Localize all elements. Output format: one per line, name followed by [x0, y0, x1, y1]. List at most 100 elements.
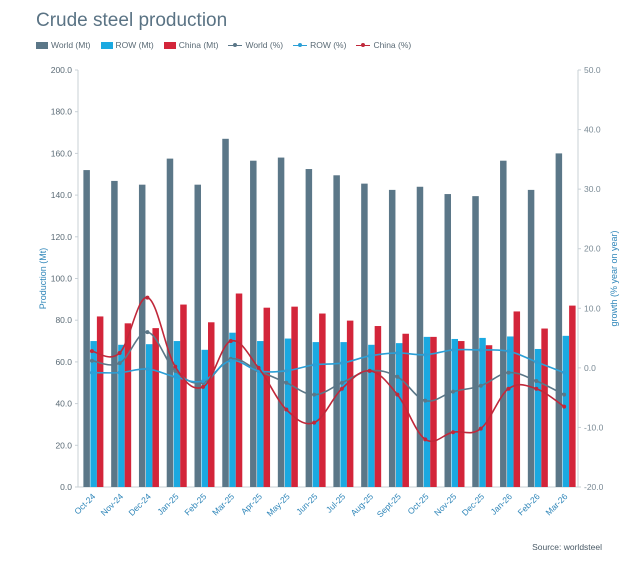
line-china-pct-point	[339, 386, 344, 391]
bar-world	[333, 175, 340, 488]
bar-china	[374, 326, 382, 487]
x-tick-label: Jun-25	[294, 491, 320, 517]
bar-row	[90, 341, 97, 487]
line-row-pct-point	[478, 347, 483, 352]
x-tick-label: Jan-26	[489, 491, 515, 517]
line-world-pct-point	[562, 392, 567, 397]
legend-item-row-mt[interactable]: ROW (Mt)	[100, 40, 154, 50]
bar-china	[235, 293, 243, 487]
line-china-pct-point	[451, 430, 455, 435]
line-row-pct-point	[145, 367, 150, 372]
bar-row	[173, 341, 181, 487]
bar-china	[569, 305, 576, 487]
x-tick-label: Mar-25	[210, 491, 236, 517]
line-china-pct	[91, 296, 565, 443]
line-row-pct-point	[423, 352, 428, 357]
line-row-pct-point	[395, 350, 400, 355]
line-row-pct-point	[228, 358, 233, 363]
x-tick-label: Oct-25	[406, 491, 431, 516]
line-row-pct-point	[451, 347, 455, 352]
line-world-pct-point	[395, 374, 400, 379]
legend-swatch-world-mt	[36, 41, 48, 49]
line-china-pct-point	[367, 368, 372, 373]
bar-row	[395, 343, 403, 487]
bar-world	[472, 196, 479, 487]
bar-world	[250, 160, 257, 487]
source-note: Source: worldsteel	[532, 542, 602, 552]
bar-world	[500, 160, 507, 487]
y-tick-label: 120.0	[51, 232, 73, 242]
line-china-pct-point	[89, 349, 94, 354]
bar-world	[388, 189, 396, 487]
y2-tick-label: 30.0	[584, 184, 601, 194]
line-world-pct-point	[117, 361, 122, 366]
y-tick-label: 20.0	[55, 440, 72, 450]
bar-china	[291, 306, 298, 487]
y2-tick-label: 0.0	[584, 363, 596, 373]
legend-item-world-mt[interactable]: World (Mt)	[36, 40, 91, 50]
x-tick-label: Sept-25	[375, 491, 403, 519]
bar-china	[458, 341, 465, 487]
line-china-pct-point	[395, 392, 400, 397]
line-china-pct-point	[173, 364, 178, 369]
line-world-pct-point	[451, 389, 455, 394]
line-world-pct	[91, 331, 565, 402]
line-row-pct-point	[534, 359, 539, 364]
bar-china	[430, 336, 437, 487]
legend-label-china-pct: China (%)	[373, 40, 412, 50]
x-tick-label: Mar-26	[543, 491, 569, 517]
bar-world	[444, 194, 451, 487]
bar-world	[361, 183, 368, 487]
x-tick-label: Nov-25	[432, 491, 459, 518]
bar-world	[111, 180, 118, 487]
line-china-pct-point	[534, 386, 539, 391]
bar-row	[340, 342, 347, 487]
y-tick-label: 60.0	[55, 357, 72, 367]
legend-label-china-mt: China (Mt)	[178, 40, 219, 50]
line-world-pct-point	[89, 358, 94, 363]
bar-world	[305, 169, 313, 487]
bar-world	[277, 157, 285, 487]
bar-china	[485, 345, 493, 487]
legend-item-world-pct[interactable]: World (%)	[228, 40, 283, 50]
legend-swatch-china-mt	[163, 41, 176, 49]
y-tick-label: 200.0	[51, 65, 73, 75]
line-china-pct-point	[423, 437, 428, 442]
line-china-pct-point	[201, 384, 205, 389]
bar-china	[513, 311, 521, 487]
line-row-pct-point	[367, 353, 372, 358]
legend-item-row-pct[interactable]: ROW (%)	[293, 40, 346, 50]
legend-item-china-mt[interactable]: China (Mt)	[163, 40, 219, 50]
x-tick-label: Feb-26	[516, 491, 542, 517]
line-world-pct-point	[312, 392, 317, 397]
y-tick-label: 80.0	[55, 315, 72, 325]
line-china-pct-point	[562, 404, 567, 409]
line-china-pct-point	[312, 420, 317, 425]
bar-china	[208, 322, 215, 487]
y2-tick-label: 10.0	[584, 303, 601, 313]
legend-item-china-pct[interactable]: China (%)	[356, 40, 411, 50]
x-tick-label: Jan-25	[155, 491, 181, 517]
legend-label-row-pct: ROW (%)	[310, 40, 347, 50]
bar-china	[152, 328, 159, 487]
bar-row	[145, 344, 153, 487]
chart-title: Crude steel production	[36, 10, 228, 31]
y2-tick-label: 50.0	[584, 65, 601, 75]
line-world-pct-point	[284, 380, 289, 385]
bar-row	[451, 338, 458, 487]
y2-tick-label: 40.0	[584, 125, 601, 135]
bar-row	[562, 335, 570, 487]
line-row-pct-point	[89, 370, 94, 375]
bar-world	[138, 184, 146, 488]
line-china-pct-point	[228, 339, 233, 344]
y2-tick-label: -10.0	[584, 422, 604, 432]
y-tick-label: 180.0	[51, 107, 73, 117]
line-row-pct-point	[173, 374, 178, 379]
line-world-pct-point	[506, 370, 511, 375]
y-tick-label: 100.0	[51, 274, 73, 284]
line-row-pct-point	[506, 349, 511, 354]
x-tick-label: Nov-24	[99, 491, 126, 518]
bar-row	[201, 349, 208, 487]
x-tick-label: Feb-25	[182, 491, 208, 517]
